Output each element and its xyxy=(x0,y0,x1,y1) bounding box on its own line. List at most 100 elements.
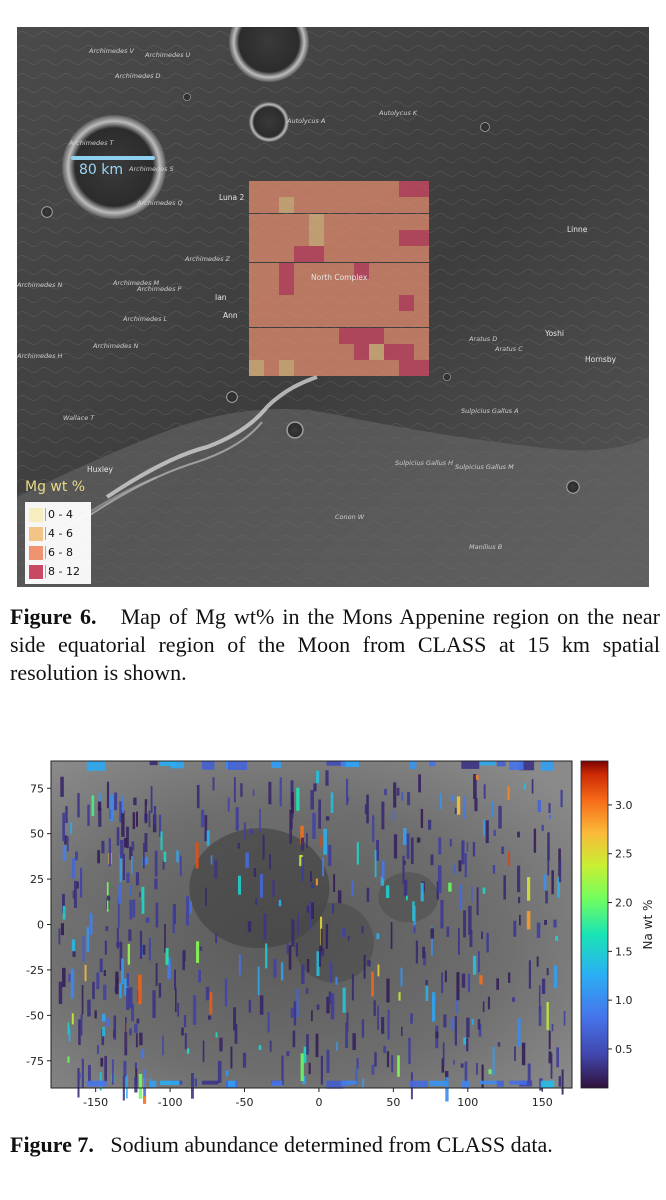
sodium-track xyxy=(497,1042,501,1047)
sodium-track xyxy=(259,808,261,832)
sodium-track xyxy=(546,1002,549,1031)
sodium-track xyxy=(194,1078,197,1087)
mg-grid-cell xyxy=(279,278,294,295)
mg-grid-cell xyxy=(384,181,399,197)
mg-grid-cell xyxy=(369,311,384,328)
sodium-track xyxy=(98,792,101,804)
map-feature-label: Autolycus A xyxy=(287,117,326,125)
legend-label: 6 - 8 xyxy=(45,546,73,559)
sodium-track xyxy=(172,905,175,933)
polar-track xyxy=(326,1080,344,1089)
y-tick-label: 75 xyxy=(30,782,44,795)
sodium-track xyxy=(121,796,124,814)
sodium-track xyxy=(381,1017,385,1034)
sodium-track xyxy=(200,809,205,828)
sodium-track xyxy=(323,828,327,855)
mg-grid-cell xyxy=(399,246,414,263)
sodium-track xyxy=(87,999,91,1017)
sodium-track xyxy=(440,899,444,929)
polar-track xyxy=(160,1080,180,1085)
sodium-track xyxy=(428,819,432,830)
sodium-track xyxy=(361,1019,365,1038)
sodium-track xyxy=(351,973,354,1001)
mg-grid-cell xyxy=(399,344,414,360)
sodium-track xyxy=(58,928,61,945)
sodium-track xyxy=(138,974,142,1005)
sodium-track xyxy=(305,988,309,994)
mg-grid-cell xyxy=(369,229,384,246)
sodium-track xyxy=(527,1063,531,1084)
polar-track xyxy=(540,1080,555,1088)
sodium-track xyxy=(136,811,138,827)
sodium-track xyxy=(547,845,550,876)
mg-grid-cell xyxy=(324,311,339,328)
sodium-track xyxy=(310,871,312,882)
mare-region xyxy=(189,828,330,949)
sodium-track xyxy=(454,1016,457,1046)
polar-track xyxy=(340,1080,351,1086)
sodium-track xyxy=(493,829,496,837)
mg-grid-cell xyxy=(279,344,294,360)
sodium-track xyxy=(432,992,436,1022)
sodium-track xyxy=(122,853,125,880)
sodium-track xyxy=(425,980,428,985)
sodium-track xyxy=(98,807,102,827)
colorbar-gradient xyxy=(580,760,609,1089)
mg-grid-cell xyxy=(294,344,309,360)
sodium-track xyxy=(450,1017,454,1031)
sodium-track xyxy=(393,834,398,859)
sodium-track xyxy=(118,883,122,904)
sodium-track xyxy=(104,1055,107,1082)
mg-grid-cell xyxy=(384,197,399,214)
mg-grid-cell xyxy=(309,360,324,377)
polar-track xyxy=(201,761,215,770)
sodium-track xyxy=(77,793,80,818)
polar-track xyxy=(170,761,185,769)
sodium-track xyxy=(210,855,213,865)
sodium-track xyxy=(508,972,511,983)
mg-grid-cell xyxy=(309,246,324,263)
sodium-track xyxy=(237,843,240,849)
sodium-track xyxy=(453,864,456,875)
sodium-track xyxy=(162,860,165,870)
sodium-track xyxy=(77,1068,80,1098)
sodium-track xyxy=(100,1057,104,1067)
sodium-track xyxy=(252,789,255,797)
map-feature-label: Aratus C xyxy=(495,345,523,353)
sodium-track xyxy=(336,1042,338,1051)
sodium-track xyxy=(301,964,305,984)
sodium-track xyxy=(342,987,346,1013)
mg-grid-cell xyxy=(414,360,429,377)
mg-grid-cell xyxy=(399,327,414,344)
legend-label: 0 - 4 xyxy=(45,508,73,521)
sodium-track xyxy=(503,875,506,900)
polar-track xyxy=(271,761,279,767)
mg-grid-cell xyxy=(264,229,279,246)
sodium-track xyxy=(245,852,249,868)
sodium-track xyxy=(103,984,107,1000)
sodium-track xyxy=(202,1040,205,1063)
sodium-track xyxy=(420,809,424,828)
sodium-track xyxy=(67,1022,70,1035)
sodium-track xyxy=(175,987,177,1013)
sodium-track xyxy=(464,1061,468,1083)
sodium-track xyxy=(80,867,83,898)
mg-grid-cell xyxy=(399,229,414,246)
mg-grid-cell xyxy=(309,327,324,344)
sodium-track xyxy=(196,784,200,809)
sodium-track xyxy=(272,880,275,897)
sodium-track xyxy=(308,1062,311,1075)
sodium-track xyxy=(345,1022,348,1049)
sodium-track xyxy=(119,983,122,999)
sodium-track xyxy=(442,1042,445,1067)
mg-grid-cell xyxy=(249,295,264,312)
figure-6-caption-text: Map of Mg wt% in the Mons Appenine regio… xyxy=(10,604,661,685)
figure-6-caption: Figure 6. Map of Mg wt% in the Mons Appe… xyxy=(10,603,660,687)
map-feature-label: Archimedes S xyxy=(129,165,174,173)
sodium-track xyxy=(536,922,541,938)
sodium-track xyxy=(104,940,107,955)
sodium-track xyxy=(265,943,268,969)
mg-grid-cell xyxy=(249,229,264,246)
sodium-track xyxy=(196,941,200,963)
sodium-track xyxy=(355,1067,358,1086)
